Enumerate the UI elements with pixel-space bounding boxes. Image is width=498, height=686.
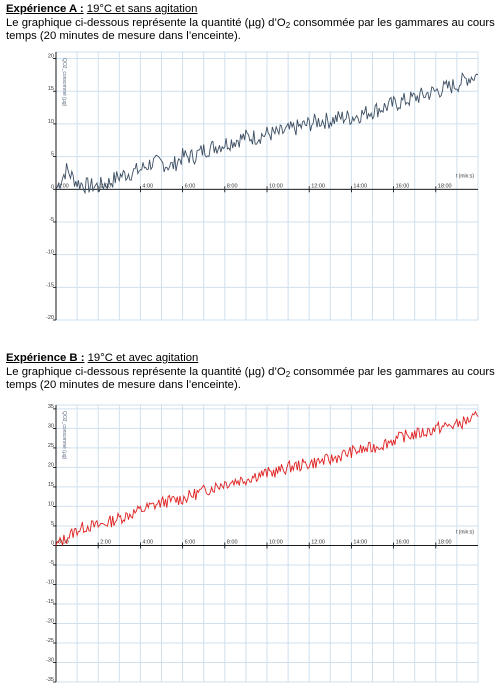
x-tick-label: 0:00	[58, 183, 69, 189]
y-tick-label: -35	[46, 677, 54, 683]
experience-b-text: Expérience B : 19°C et avec agitation Le…	[6, 352, 498, 393]
desc-sub: 2	[285, 20, 291, 30]
desc-part1: Le graphique ci-dessous représente la qu…	[6, 16, 286, 29]
y-tick-label: 15	[48, 86, 54, 92]
y-axis-label: QO2_consommé (µg)	[61, 58, 67, 107]
experience-a-label: Expérience A :	[6, 3, 84, 15]
desc-part1: Le graphique ci-dessous représente la qu…	[6, 365, 286, 378]
desc-part2: consommée par les gammares au cours du	[290, 16, 498, 29]
experience-a-desc-line1: Le graphique ci-dessous représente la qu…	[6, 16, 498, 31]
x-tick-label: 4:00	[142, 539, 153, 545]
y-tick-label: 25	[48, 443, 54, 449]
x-tick-label: 8:00	[227, 539, 238, 545]
x-tick-label: 16:00	[396, 539, 410, 545]
x-axis-label: t (min:s)	[456, 173, 474, 179]
x-tick-label: 18:00	[438, 183, 452, 189]
y-tick-label: 15	[48, 482, 54, 488]
y-tick-label: -5	[49, 560, 54, 566]
y-tick-label: 30	[48, 423, 54, 429]
y-tick-label: -10	[46, 250, 54, 256]
experience-a-conditions: 19°C et sans agitation	[86, 3, 198, 15]
x-tick-label: 14:00	[353, 539, 367, 545]
y-tick-label: 35	[48, 404, 54, 410]
x-tick-label: 8:00	[227, 183, 238, 189]
x-tick-label: 10:00	[269, 539, 283, 545]
x-tick-label: 12:00	[311, 539, 325, 545]
y-tick-label: -15	[46, 599, 54, 605]
desc-sub: 2	[285, 369, 291, 379]
experience-b-desc-line2: temps (20 minutes de mesure dans l’encei…	[6, 379, 241, 391]
y-tick-label: 20	[48, 54, 54, 60]
x-tick-label: 14:00	[353, 183, 367, 189]
x-tick-label: 6:00	[185, 183, 196, 189]
y-tick-label: -25	[46, 638, 54, 644]
y-tick-label: 5	[51, 152, 54, 158]
experience-a-title: Expérience A : 19°C et sans agitation	[6, 3, 494, 17]
x-tick-label: 18:00	[438, 539, 452, 545]
experience-a-desc-line2: temps (20 minutes de mesure dans l’encei…	[6, 30, 241, 42]
x-tick-label: 2:00	[100, 183, 111, 189]
y-tick-label: 0	[51, 540, 54, 546]
y-axis-label: QO2_consommé (µg)	[61, 411, 67, 460]
y-tick-label: -20	[46, 315, 54, 321]
x-tick-label: 4:00	[142, 183, 153, 189]
y-tick-label: 20	[48, 462, 54, 468]
x-tick-label: 6:00	[185, 539, 196, 545]
desc-part2: consommée par les gammares au cours du	[290, 365, 498, 378]
x-tick-label: 10:00	[269, 183, 283, 189]
y-tick-label: 0	[51, 184, 54, 190]
experience-b-conditions: 19°C et avec agitation	[87, 352, 199, 364]
chart-experience-b: 0:00 2:00 4:00 6:00 8:00 10:00 12:00 14:00 16:00…	[46, 404, 479, 683]
y-tick-label: -30	[46, 657, 54, 663]
y-tick-label: -15	[46, 282, 54, 288]
y-tick-label: -5	[49, 217, 54, 223]
experience-a-text: Expérience A : 19°C et sans agitation Le…	[6, 3, 498, 44]
experience-b-title: Expérience B : 19°C et avec agitation	[6, 352, 494, 366]
y-tick-label: -20	[46, 618, 54, 624]
y-tick-label: 10	[48, 501, 54, 507]
chart-experience-a: 0:00 2:00 4:00 6:00 8:00 10:00 12:00 14:00 16:00…	[46, 51, 479, 321]
x-tick-label: 2:00	[100, 539, 111, 545]
experience-b-label: Expérience B :	[6, 352, 85, 364]
data-series	[55, 72, 479, 195]
data-series	[55, 410, 479, 546]
experience-b-desc-line1: Le graphique ci-dessous représente la qu…	[6, 365, 498, 380]
y-tick-label: -10	[46, 579, 54, 585]
x-axis-label: t (min:s)	[456, 529, 474, 535]
x-tick-label: 12:00	[311, 183, 325, 189]
y-tick-label: 10	[48, 119, 54, 125]
y-tick-label: 5	[51, 521, 54, 527]
x-tick-label: 16:00	[396, 183, 410, 189]
